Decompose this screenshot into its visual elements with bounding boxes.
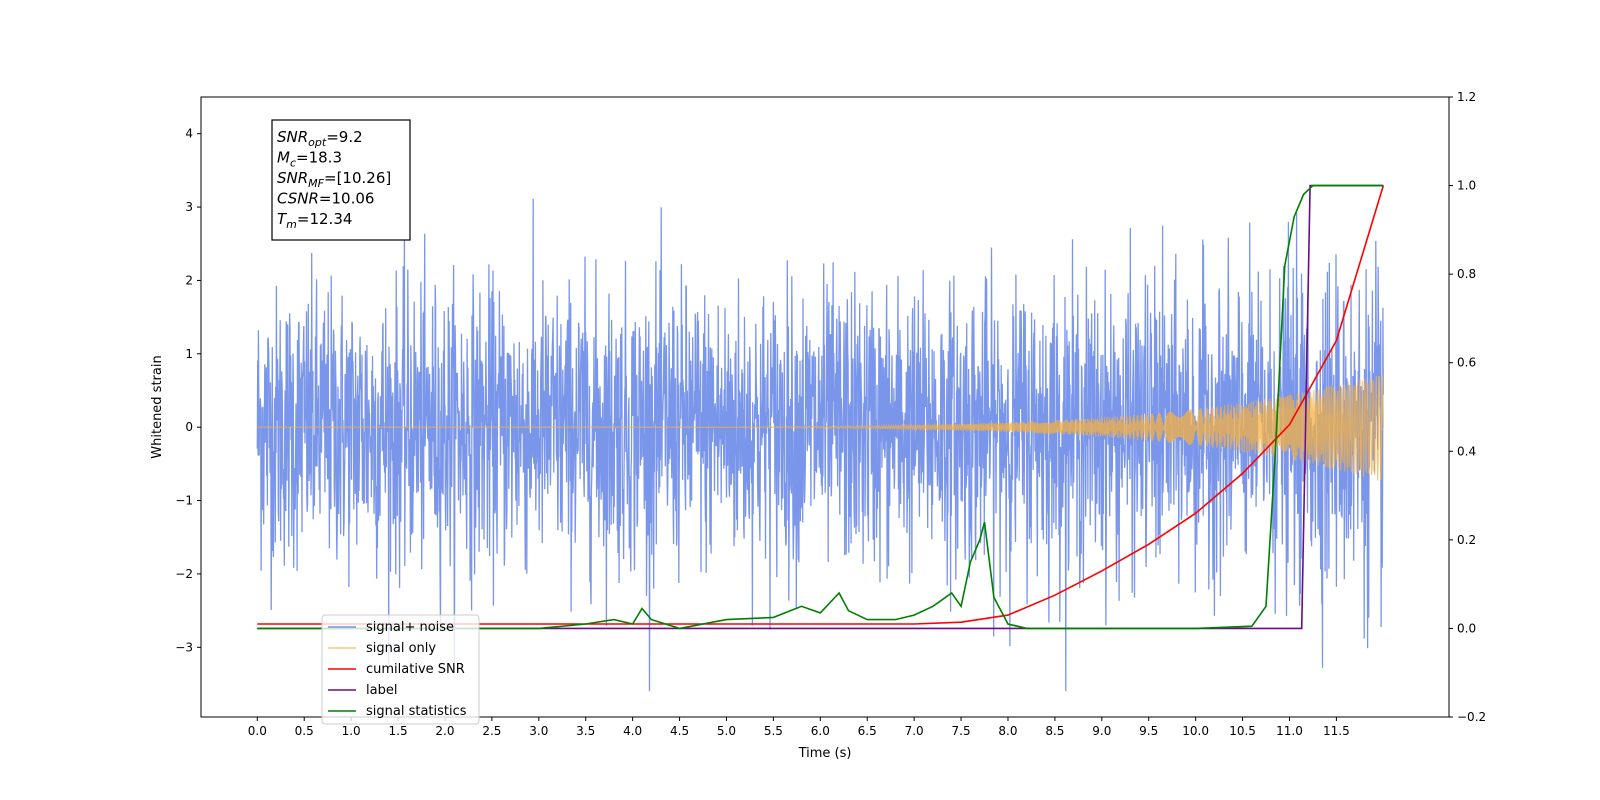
- y2-tick-label: 0.2: [1457, 533, 1476, 547]
- plot-area: [256, 184, 1385, 692]
- legend-label: signal+ noise: [366, 620, 454, 635]
- y-tick-label: 4: [185, 127, 193, 141]
- y-tick-label: −2: [175, 567, 193, 581]
- stats-line: SNRopt=9.2: [277, 128, 363, 149]
- y-axis-label: Whitened strain: [150, 355, 165, 458]
- x-tick-label: 7.5: [952, 724, 971, 738]
- x-tick-label: 5.5: [764, 724, 783, 738]
- y-tick-label: 0: [185, 420, 193, 434]
- x-tick-label: 0.0: [248, 724, 267, 738]
- x-tick-label: 1.0: [342, 724, 361, 738]
- x-tick-label: 7.0: [905, 724, 924, 738]
- stats-line: CSNR=10.06: [277, 190, 374, 208]
- x-tick-label: 1.5: [389, 724, 408, 738]
- stats-box-frame: [271, 119, 411, 241]
- series-line-signal-statistics: [257, 184, 1384, 630]
- x-tick-label: 4.0: [623, 724, 642, 738]
- x-tick-label: 5.0: [717, 724, 736, 738]
- x-tick-label: 4.5: [670, 724, 689, 738]
- legend-label: signal only: [366, 641, 436, 656]
- legend: signal+ noise signal only cumilative SNR la…: [321, 614, 480, 725]
- x-tick-label: 9.5: [1139, 724, 1158, 738]
- y-tick-label: 3: [185, 200, 193, 214]
- x-tick-label: 3.5: [576, 724, 595, 738]
- y2-tick-label: 1.2: [1457, 90, 1476, 104]
- y2-tick-label: 0.6: [1457, 356, 1476, 370]
- stats-box: SNRopt=9.2Mc=18.3SNRMF=[10.26]CSNR=10.06…: [271, 119, 411, 241]
- legend-label: cumilative SNR: [366, 662, 465, 677]
- legend-label: label: [366, 683, 397, 698]
- x-tick-label: 9.0: [1092, 724, 1111, 738]
- x-tick-label: 0.5: [295, 724, 314, 738]
- x-tick-label: 8.5: [1045, 724, 1064, 738]
- x-tick-label: 6.0: [811, 724, 830, 738]
- y2-tick-label: 0.0: [1457, 621, 1476, 635]
- y-tick-label: 2: [185, 273, 193, 287]
- y-axis-left: −3 −2 −1 0 1 2 3 4: [175, 127, 201, 654]
- y-tick-label: 1: [185, 347, 193, 361]
- x-tick-label: 8.0: [998, 724, 1017, 738]
- y-axis-right: −0.2 0.0 0.2 0.4 0.6 0.8 1.0 1.2: [1449, 90, 1486, 724]
- legend-box: [321, 614, 480, 725]
- legend-label: signal statistics: [366, 704, 467, 719]
- x-tick-label: 2.0: [435, 724, 454, 738]
- x-tick-label: 3.0: [529, 724, 548, 738]
- y2-tick-label: 0.4: [1457, 444, 1476, 458]
- x-tick-label: 10.0: [1182, 724, 1209, 738]
- stats-line: Tm=12.34: [277, 210, 352, 231]
- x-axis-label: Time (s): [798, 746, 852, 761]
- x-tick-label: 6.5: [858, 724, 877, 738]
- series-line-cumulative-snr: [257, 185, 1385, 625]
- x-tick-label: 11.5: [1323, 724, 1350, 738]
- y-tick-label: −1: [175, 494, 193, 508]
- x-tick-label: 11.0: [1276, 724, 1303, 738]
- stats-line: SNRMF=[10.26]: [277, 169, 391, 190]
- stats-line: Mc=18.3: [277, 149, 342, 170]
- series-line-signal-noise: [256, 198, 1384, 692]
- y2-tick-label: −0.2: [1457, 710, 1486, 724]
- x-axis: 0.0 0.5 1.0 1.5 2.0 2.5 3.0 3.5 4.0 4.5 5.0 5.5 6.0 6…: [248, 717, 1350, 738]
- y2-tick-label: 1.0: [1457, 179, 1476, 193]
- y2-tick-label: 0.8: [1457, 267, 1476, 281]
- y-tick-label: −3: [175, 640, 193, 654]
- x-tick-label: 2.5: [482, 724, 501, 738]
- x-tick-label: 10.5: [1229, 724, 1256, 738]
- axes-frame: [200, 96, 1450, 718]
- series-line-signal-only: [257, 373, 1384, 481]
